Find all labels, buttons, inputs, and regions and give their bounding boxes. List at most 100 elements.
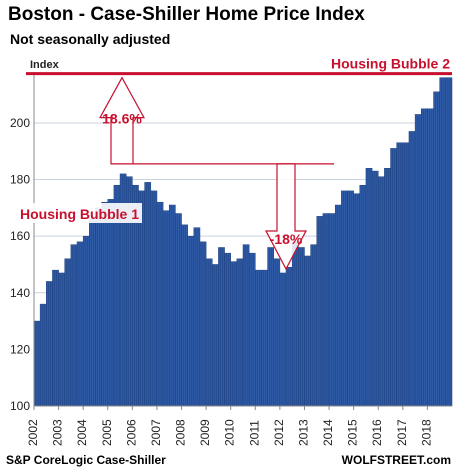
bar bbox=[285, 267, 293, 407]
chart-subtitle: Not seasonally adjusted bbox=[10, 31, 171, 47]
bar bbox=[175, 213, 182, 407]
bar bbox=[107, 199, 115, 407]
x-tick-label: 2017 bbox=[395, 419, 409, 446]
bar bbox=[70, 244, 78, 407]
x-tick-label: 2007 bbox=[149, 419, 163, 446]
x-tick-label: 2003 bbox=[51, 419, 65, 446]
x-tick-label: 2009 bbox=[198, 419, 212, 446]
bar bbox=[347, 190, 354, 407]
bar bbox=[76, 241, 84, 407]
bar bbox=[341, 190, 348, 407]
x-tick-label: 2013 bbox=[296, 419, 310, 446]
bar bbox=[138, 190, 145, 407]
rise-arrow bbox=[98, 76, 146, 165]
rise-pct-label: 18.6% bbox=[102, 111, 142, 127]
x-tick-label: 2004 bbox=[75, 419, 89, 446]
bar bbox=[396, 142, 404, 407]
bar bbox=[304, 255, 311, 407]
bar bbox=[334, 204, 342, 407]
bar bbox=[291, 241, 299, 407]
bar bbox=[427, 108, 434, 407]
bar bbox=[353, 193, 361, 407]
x-tick-label: 2010 bbox=[223, 419, 237, 446]
bar bbox=[298, 247, 305, 407]
bar bbox=[371, 170, 379, 407]
drop-arrow bbox=[265, 163, 307, 271]
bar bbox=[377, 176, 385, 407]
bar bbox=[212, 264, 219, 407]
bubble1-label: Housing Bubble 1 bbox=[20, 206, 139, 222]
bar bbox=[421, 108, 428, 407]
bar bbox=[95, 207, 102, 407]
bar bbox=[310, 244, 318, 407]
bar bbox=[150, 190, 158, 407]
x-tick-label: 2016 bbox=[370, 419, 384, 446]
bubble1-label-bg bbox=[18, 203, 142, 223]
x-tick-label: 2018 bbox=[419, 419, 433, 446]
bar bbox=[64, 258, 72, 407]
x-tick-label: 2005 bbox=[100, 419, 114, 446]
bar bbox=[156, 201, 164, 407]
bar bbox=[58, 272, 65, 407]
bubble2-label: Housing Bubble 2 bbox=[331, 56, 450, 72]
bar bbox=[89, 218, 96, 407]
bar bbox=[52, 269, 59, 407]
bar bbox=[193, 227, 201, 407]
bar bbox=[255, 269, 262, 407]
bar bbox=[365, 167, 373, 407]
bar bbox=[162, 210, 170, 407]
x-tick-label: 2002 bbox=[26, 419, 40, 446]
bar bbox=[279, 272, 287, 407]
x-tick-label: 2006 bbox=[124, 419, 138, 446]
bar bbox=[181, 224, 188, 407]
x-tick-label: 2008 bbox=[174, 419, 188, 446]
bar bbox=[384, 167, 391, 407]
source-note: S&P CoreLogic Case-Shiller bbox=[6, 453, 166, 467]
bar bbox=[328, 213, 336, 407]
axis-layer: 100 120 140 160 180 200 2002 2003 2004 2005 2006 20… bbox=[10, 72, 452, 446]
y-axis-label: Index bbox=[30, 59, 59, 71]
bar bbox=[144, 182, 152, 407]
bar bbox=[218, 247, 225, 407]
bar bbox=[236, 258, 244, 407]
bar bbox=[242, 244, 250, 407]
x-tick-label: 2014 bbox=[321, 419, 335, 446]
y-tick-label: 120 bbox=[10, 342, 30, 356]
bar bbox=[433, 91, 440, 407]
bar bbox=[230, 261, 238, 407]
bar bbox=[101, 201, 109, 407]
x-tick-label: 2011 bbox=[247, 420, 261, 446]
bar bbox=[224, 252, 231, 407]
bar bbox=[205, 258, 213, 407]
bar bbox=[359, 184, 367, 407]
bar bbox=[390, 148, 397, 407]
bar bbox=[273, 258, 281, 407]
bar bbox=[187, 235, 195, 407]
bar bbox=[261, 269, 268, 407]
brand-watermark: WOLFSTREET.com bbox=[341, 453, 451, 467]
bars-layer bbox=[33, 77, 453, 407]
y-tick-label: 200 bbox=[10, 116, 30, 130]
bar bbox=[39, 303, 47, 407]
x-tick-label: 2015 bbox=[346, 419, 360, 446]
y-tick-label: 100 bbox=[10, 399, 30, 413]
bar bbox=[168, 204, 176, 407]
bar bbox=[248, 252, 256, 407]
bar bbox=[414, 114, 422, 407]
x-tick-label: 2012 bbox=[272, 419, 286, 446]
annotation-layer: Housing Bubble 2 18.6% -18% Housing Bubble … bbox=[18, 56, 452, 271]
y-tick-label: 180 bbox=[10, 173, 30, 187]
y-tick-label: 140 bbox=[10, 286, 30, 300]
bar bbox=[33, 320, 41, 407]
drop-pct-label: -18% bbox=[270, 231, 303, 247]
bar bbox=[267, 247, 274, 407]
bar bbox=[46, 281, 53, 407]
bar bbox=[439, 77, 447, 407]
bar bbox=[402, 142, 410, 407]
bar bbox=[445, 77, 453, 407]
y-tick-label: 160 bbox=[10, 229, 30, 243]
bar bbox=[408, 131, 416, 407]
bar bbox=[322, 213, 330, 407]
bar bbox=[316, 216, 324, 407]
